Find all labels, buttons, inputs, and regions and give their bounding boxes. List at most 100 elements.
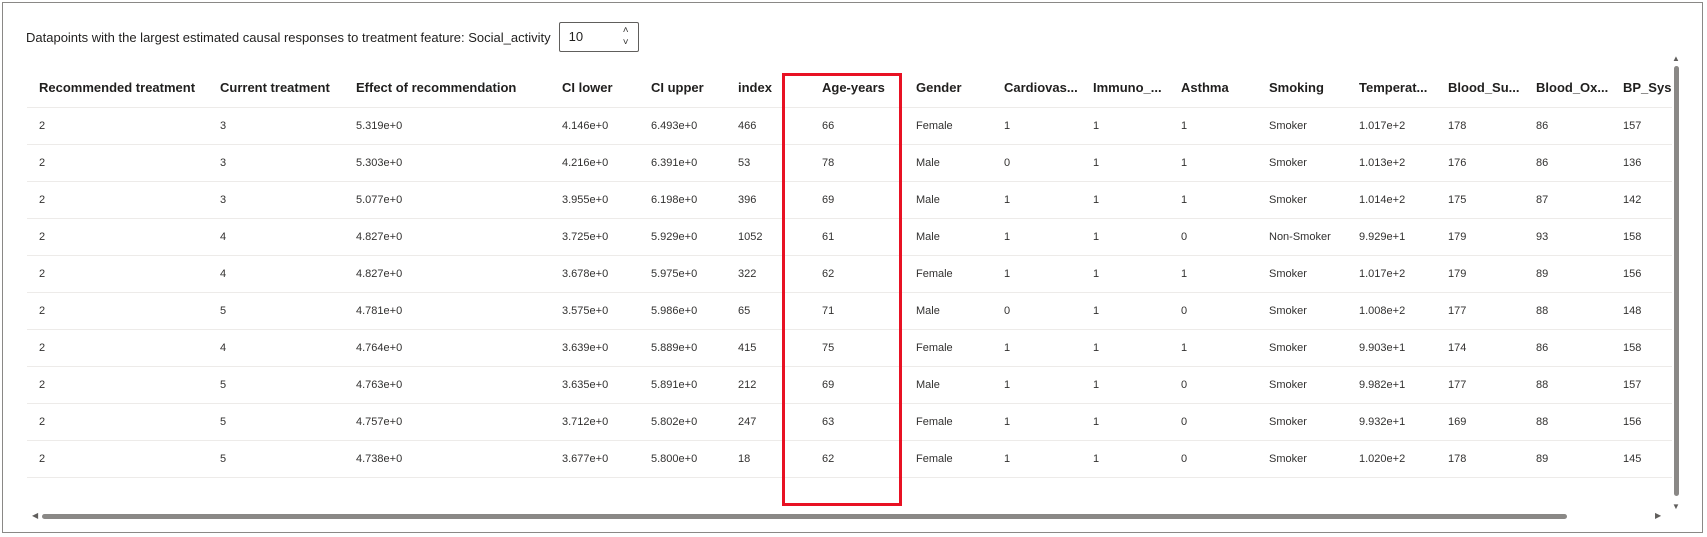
- horizontal-scroll-thumb[interactable]: [42, 514, 1567, 519]
- topbar-label: Datapoints with the largest estimated ca…: [26, 29, 551, 45]
- scroll-left-arrow-icon[interactable]: ◀: [32, 511, 39, 520]
- table-cell: 1: [1093, 305, 1100, 317]
- table-row[interactable]: 2 5 4.763e+0 3.635e+0 5.891e+0 212 69 Male 1 1 0 Sm…: [27, 367, 1672, 404]
- table-row[interactable]: 2 5 4.781e+0 3.575e+0 5.986e+0 65 71 Male 0 1 0 Smo…: [27, 293, 1672, 330]
- table-cell: 89: [1536, 453, 1549, 465]
- table-cell: 62: [822, 453, 835, 465]
- column-header[interactable]: Cardiovas...: [1004, 79, 1077, 95]
- chevron-down-icon[interactable]: ˅: [622, 37, 629, 48]
- table-cell: 3: [220, 194, 227, 206]
- table-cell: 1: [1181, 268, 1188, 280]
- table-row[interactable]: 2 4 4.827e+0 3.678e+0 5.975e+0 322 62 Female 1 1 1…: [27, 256, 1672, 293]
- table-cell: 62: [822, 268, 835, 280]
- column-header[interactable]: Immuno_...: [1093, 79, 1162, 95]
- table-cell: 88: [1536, 305, 1549, 317]
- vertical-scroll-thumb[interactable]: [1674, 66, 1679, 496]
- table-cell: Smoker: [1269, 157, 1307, 169]
- scroll-down-arrow-icon[interactable]: ▼: [1672, 502, 1680, 511]
- table-cell: 3.712e+0: [562, 416, 609, 428]
- table-cell: 1: [1093, 268, 1100, 280]
- table-cell: Smoker: [1269, 194, 1307, 206]
- table-cell: 93: [1536, 231, 1549, 243]
- table-cell: 177: [1448, 305, 1467, 317]
- table-cell: 1: [1004, 416, 1011, 428]
- table-cell: 5.319e+0: [356, 120, 403, 132]
- table-row[interactable]: 2 3 5.319e+0 4.146e+0 6.493e+0 466 66 Female 1 1 1…: [27, 108, 1672, 145]
- table-cell: 1: [1181, 157, 1188, 169]
- table-cell: Female: [916, 453, 953, 465]
- table-cell: 0: [1181, 305, 1188, 317]
- table-cell: 2: [39, 268, 46, 280]
- table-cell: 1: [1093, 157, 1100, 169]
- table-cell: 179: [1448, 268, 1467, 280]
- table-cell: 63: [822, 416, 835, 428]
- table-cell: 4: [220, 268, 227, 280]
- table-cell: Smoker: [1269, 120, 1307, 132]
- column-header[interactable]: Temperat...: [1359, 79, 1428, 95]
- table-cell: 6.493e+0: [651, 120, 698, 132]
- column-header[interactable]: Recommended treatment: [39, 79, 196, 95]
- table-cell: 176: [1448, 157, 1467, 169]
- table-cell: 1: [1004, 268, 1011, 280]
- column-header[interactable]: Blood_Su...: [1448, 79, 1520, 95]
- table-cell: 4.146e+0: [562, 120, 609, 132]
- table-cell: 4.763e+0: [356, 379, 403, 391]
- column-header[interactable]: Effect of recommendation: [356, 79, 517, 95]
- column-header[interactable]: CI upper: [651, 79, 704, 95]
- table-cell: 9.982e+1: [1359, 379, 1406, 391]
- table-cell: 5: [220, 416, 227, 428]
- table-cell: Female: [916, 342, 953, 354]
- table-cell: 75: [822, 342, 835, 354]
- table-cell: 66: [822, 120, 835, 132]
- table-cell: 0: [1004, 157, 1011, 169]
- table-cell: 2: [39, 194, 46, 206]
- scroll-up-arrow-icon[interactable]: ▲: [1672, 54, 1680, 63]
- column-header[interactable]: index: [738, 79, 772, 95]
- table-cell: 5: [220, 379, 227, 391]
- table-cell: 9.903e+1: [1359, 342, 1406, 354]
- chevron-up-icon[interactable]: ˄: [622, 25, 629, 36]
- table-cell: Female: [916, 416, 953, 428]
- column-header[interactable]: Age-years: [822, 79, 885, 95]
- scroll-right-arrow-icon[interactable]: ▶: [1655, 511, 1662, 520]
- table-cell: 179: [1448, 231, 1467, 243]
- table-cell: 0: [1181, 416, 1188, 428]
- table-cell: 2: [39, 305, 46, 317]
- table-cell: 1: [1004, 379, 1011, 391]
- table-row[interactable]: 2 4 4.764e+0 3.639e+0 5.889e+0 415 75 Female 1 1 1…: [27, 330, 1672, 367]
- column-header[interactable]: Smoking: [1269, 79, 1324, 95]
- table-cell: 4.757e+0: [356, 416, 403, 428]
- column-header[interactable]: Gender: [916, 79, 962, 95]
- table-cell: 0: [1181, 379, 1188, 391]
- table-cell: 88: [1536, 379, 1549, 391]
- datapoint-count-stepper[interactable]: 10 ˄ ˅: [558, 22, 639, 52]
- column-header[interactable]: CI lower: [562, 79, 613, 95]
- table-cell: 5: [220, 453, 227, 465]
- horizontal-scrollbar[interactable]: ◀ ▶: [32, 511, 1672, 521]
- table-cell: 1: [1004, 342, 1011, 354]
- column-header[interactable]: Blood_Ox...: [1536, 79, 1609, 95]
- table-row[interactable]: 2 5 4.738e+0 3.677e+0 5.800e+0 18 62 Female 1 1 0 S…: [27, 441, 1672, 478]
- vertical-scrollbar[interactable]: ▲ ▼: [1671, 54, 1681, 518]
- table-cell: Male: [916, 231, 940, 243]
- table-row[interactable]: 2 5 4.757e+0 3.712e+0 5.802e+0 247 63 Female 1 1 0…: [27, 404, 1672, 441]
- datapoint-count-value[interactable]: 10: [568, 29, 584, 44]
- table-cell: 2: [39, 231, 46, 243]
- table-cell: 4.738e+0: [356, 453, 403, 465]
- table-cell: 53: [738, 157, 751, 169]
- table-row[interactable]: 2 3 5.303e+0 4.216e+0 6.391e+0 53 78 Male 0 1 1 Smo…: [27, 145, 1672, 182]
- table-cell: 3.635e+0: [562, 379, 609, 391]
- column-header[interactable]: Asthma: [1181, 79, 1229, 95]
- table-row[interactable]: 2 3 5.077e+0 3.955e+0 6.198e+0 396 69 Male 1 1 1 Sm…: [27, 182, 1672, 219]
- table-cell: 6.198e+0: [651, 194, 698, 206]
- table-row[interactable]: 2 4 4.827e+0 3.725e+0 5.929e+0 1052 61 Male 1 1 0 N…: [27, 219, 1672, 256]
- table-cell: 1.017e+2: [1359, 268, 1406, 280]
- table-cell: 5.891e+0: [651, 379, 698, 391]
- column-header[interactable]: BP_Sys: [1623, 79, 1672, 95]
- table-cell: Male: [916, 157, 940, 169]
- column-header[interactable]: Current treatment: [220, 79, 330, 95]
- table-cell: 2: [39, 157, 46, 169]
- table-cell: 2: [39, 453, 46, 465]
- table-cell: 156: [1623, 268, 1642, 280]
- table-cell: 71: [822, 305, 835, 317]
